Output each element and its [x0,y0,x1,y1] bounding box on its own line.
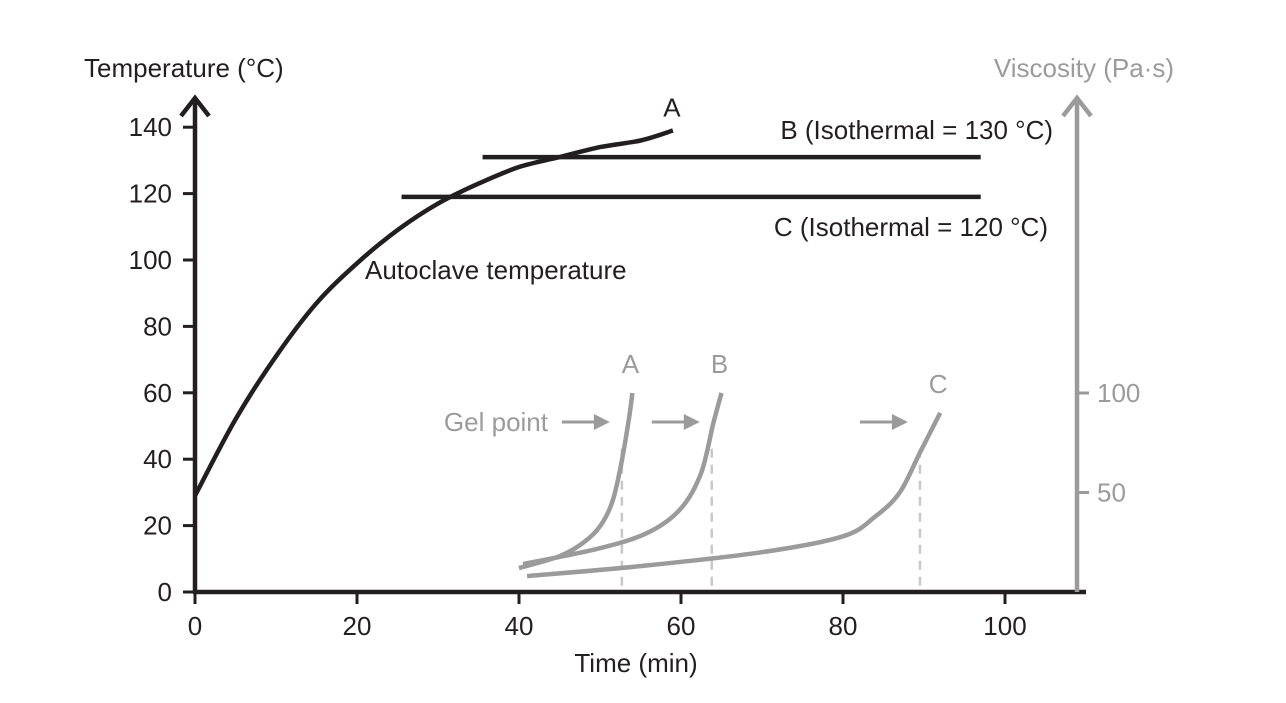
temperature-label-b: B (Isothermal = 130 °C) [780,115,1053,145]
x-axis-title: Time (min) [574,648,697,678]
x-tick-label: 20 [343,611,372,641]
y-axis-title: Temperature (°C) [84,53,284,83]
x-tick-label: 100 [983,611,1026,641]
autoclave-temperature-label: Autoclave temperature [365,255,627,285]
x-tick-label: 60 [667,611,696,641]
viscosity-curve-b [522,392,724,567]
viscosity-label-a: A [622,349,640,379]
y2-tick-label: 100 [1097,378,1140,408]
y-tick-label: 140 [129,112,172,142]
viscosity-curve-c [526,411,943,579]
viscosity-label-b: B [711,349,728,379]
y-tick-label: 20 [143,511,172,541]
y2-axis-title: Viscosity (Pa·s) [994,53,1174,83]
y-tick-label: 100 [129,245,172,275]
y-tick-label: 40 [143,444,172,474]
y-axis-right-arrowhead [1061,94,1093,118]
y2-tick-label: 50 [1097,478,1126,508]
annotations: A B C Gel point A Autoclave temperature B (Iso… [84,53,1174,678]
x-tick-label: 80 [829,611,858,641]
y-tick-label: 60 [143,378,172,408]
gel-point-arrow-c-head [891,414,908,430]
temperature-label-a: A [663,93,681,123]
x-tick-label: 0 [188,611,202,641]
axes [179,94,1093,604]
temperature-label-c: C (Isothermal = 120 °C) [774,212,1048,242]
temperature-line-a [193,128,674,497]
tick-labels: 0 20 40 60 80 100 120 140 0 20 40 60 80 100 50 100 [129,112,1141,641]
gel-point-arrow-b-head [683,414,700,430]
plot-lines [193,128,981,592]
gel-point-arrow-a-head [593,414,610,430]
viscosity-label-c: C [929,369,948,399]
x-tick-label: 40 [505,611,534,641]
y-axis-left-arrowhead [179,94,211,118]
y-tick-label: 0 [158,577,172,607]
y-tick-label: 120 [129,179,172,209]
y-tick-label: 80 [143,311,172,341]
gel-point-label: Gel point [444,407,549,437]
